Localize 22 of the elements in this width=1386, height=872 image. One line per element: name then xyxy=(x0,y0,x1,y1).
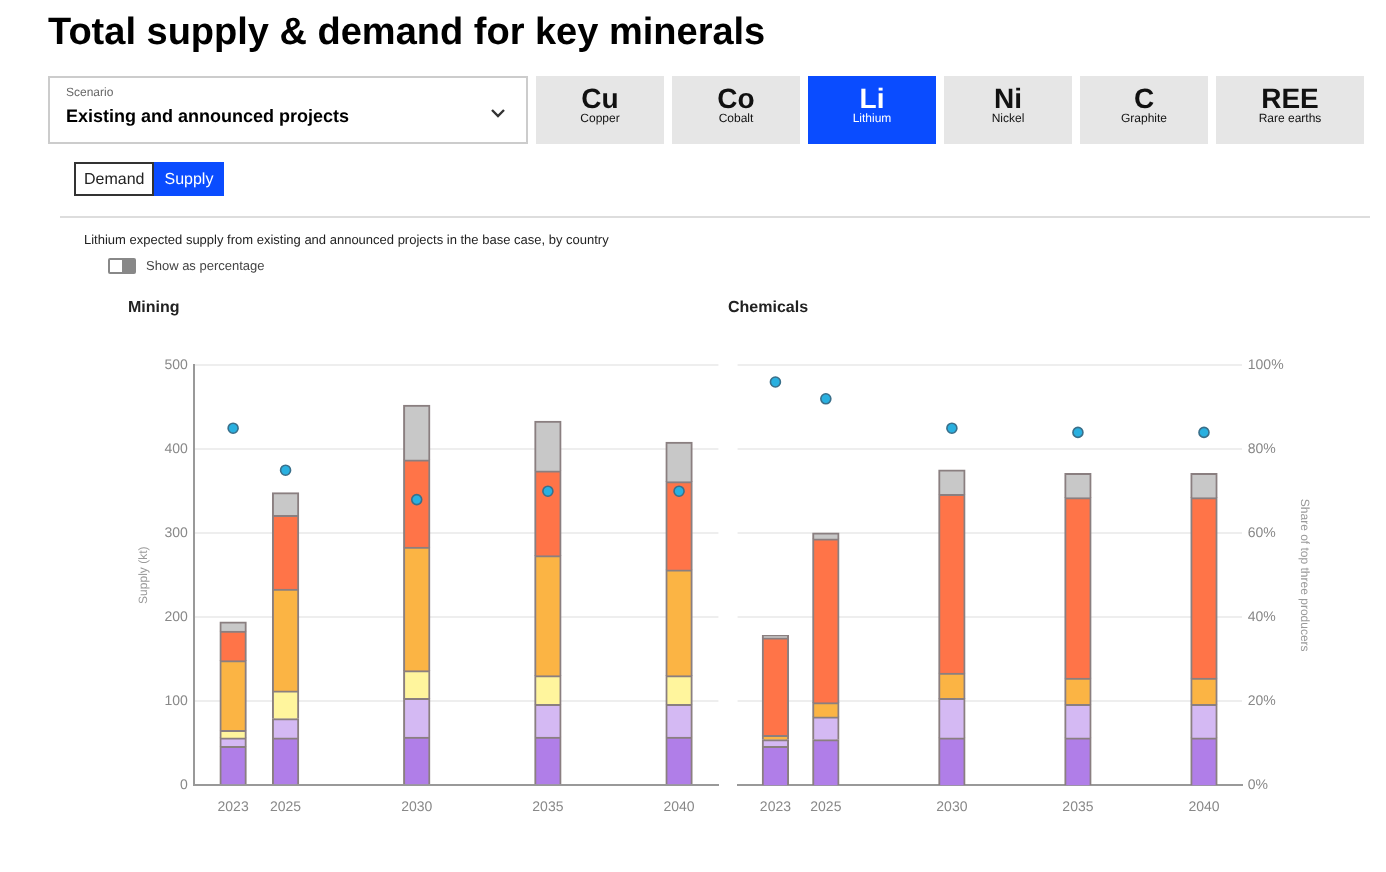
point xyxy=(673,485,685,497)
point xyxy=(820,393,832,405)
text: Li xyxy=(859,82,885,114)
point xyxy=(1072,426,1084,439)
point xyxy=(542,485,554,497)
point xyxy=(279,464,292,476)
text: Total supply & demand for key minerals xyxy=(46,10,768,58)
chart-title: Chemicals xyxy=(728,298,810,317)
text: Supply xyxy=(154,162,224,196)
point xyxy=(1198,426,1210,439)
chart-title: Mining xyxy=(128,298,180,317)
text: C xyxy=(1133,82,1155,114)
text: REE xyxy=(1261,82,1319,114)
point xyxy=(410,493,423,506)
text: Co xyxy=(715,82,757,114)
text: Cu xyxy=(579,82,619,114)
point xyxy=(946,422,958,434)
text: Demand xyxy=(74,162,155,196)
text: Ni xyxy=(994,82,1022,114)
text: Existing and announced projects xyxy=(66,106,352,126)
point xyxy=(227,422,239,434)
point xyxy=(769,376,782,388)
